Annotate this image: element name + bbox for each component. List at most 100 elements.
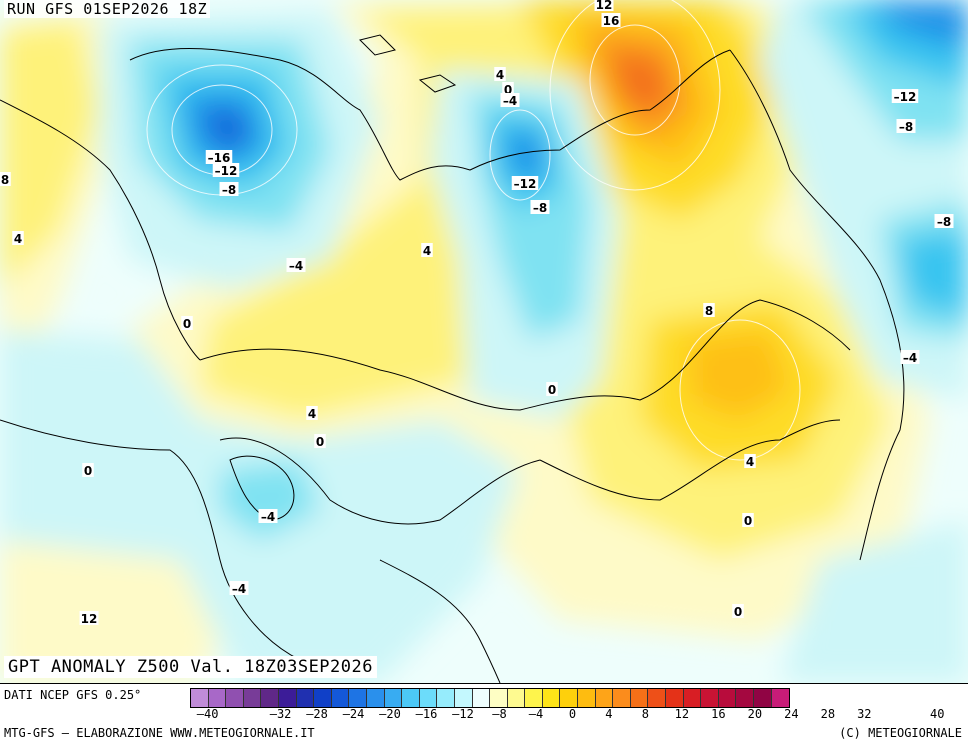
colorbar-cell: [507, 689, 526, 707]
colorbar-cell: [278, 689, 297, 707]
map-canvas: 121640–4–12–8–16–12–884–440400–4–4128400…: [0, 0, 968, 683]
contour-label: 12: [596, 0, 613, 12]
source-label: DATI NCEP GFS 0.25°: [4, 688, 142, 702]
anomaly-region-neg8-caspian: [220, 460, 320, 540]
colorbar-cell: [648, 689, 667, 707]
contour-label: –8: [533, 201, 547, 215]
contour-label-bg: [212, 163, 240, 177]
border-europe: [0, 99, 201, 361]
borders-layer: [0, 34, 905, 683]
colorbar-tick-label: 16: [711, 707, 726, 721]
contour-label-bg: [742, 513, 754, 527]
contour-label: –4: [232, 582, 246, 596]
contour-label: –16: [208, 151, 231, 165]
colorbar-cell: [454, 689, 473, 707]
contour-label: 0: [183, 317, 191, 331]
colorbar-cell: [437, 689, 455, 707]
colorbar-tick-label: 20: [747, 707, 763, 721]
contour-label: 0: [316, 435, 324, 449]
contour-label-bg: [934, 214, 954, 228]
contour-label: 0: [504, 83, 512, 97]
colorbar-cell: [331, 689, 350, 707]
credit-left: MTG-GFS – ELABORAZIONE WWW.METEOGIORNALE…: [4, 726, 315, 740]
contour-label-bg: [314, 434, 326, 448]
contour-label-bg: [703, 303, 715, 317]
colorbar-cell: [595, 689, 614, 707]
contour-label-bg: [205, 150, 233, 164]
isoline-ring: [679, 319, 801, 461]
colorbar-cell: [314, 689, 332, 707]
contour-label-bg: [229, 581, 249, 595]
colorbar-cell: [525, 689, 543, 707]
colorbar-tick-label: –32: [269, 707, 292, 721]
contour-label-bg: [306, 406, 318, 420]
colorbar-cell: [630, 689, 649, 707]
contour-label: –4: [503, 94, 517, 108]
anomaly-region-neg16-siberia: [505, 130, 545, 180]
border-china-mongolia: [539, 419, 841, 501]
contour-label: 4: [308, 407, 316, 421]
contour-label: 8: [705, 304, 713, 318]
colorbar-tick-label: –4: [528, 707, 544, 721]
contour-label: –8: [899, 120, 913, 134]
colorbar-cell: [771, 689, 790, 707]
run-title: RUN GFS 01SEP2026 18Z: [4, 0, 211, 18]
anomaly-region-pos4-sw: [0, 520, 240, 683]
colorbar-tick-label: –28: [306, 707, 328, 721]
contour-labels: 121640–4–12–8–16–12–884–440400–4–4128400…: [0, 0, 954, 626]
colorbar-cell: [472, 689, 491, 707]
colorbar-tick-label: –12: [452, 707, 474, 721]
contour-label: 12: [81, 612, 98, 626]
colorbar-tick-label: 28: [820, 707, 836, 721]
colorbar-cell: [718, 689, 737, 707]
contour-label-bg: [82, 463, 94, 477]
contour-label: 0: [734, 605, 742, 619]
colorbar-tick-label: –16: [415, 707, 438, 721]
colorbar-tick-label: 8: [641, 707, 650, 721]
contour-label: –8: [937, 215, 951, 229]
colorbar-cell: [419, 689, 438, 707]
anomaly-region-neg20-scandinavia: [205, 110, 248, 150]
colorbar-cell: [701, 689, 719, 707]
contour-label-bg: [0, 172, 11, 186]
isoline-ring: [549, 0, 721, 191]
coastline-caspian: [229, 455, 295, 521]
colorbar: [190, 688, 791, 708]
anomaly-region-pos8-west: [0, 20, 100, 290]
colorbar-cell: [226, 689, 244, 707]
contour-label-bg: [530, 200, 550, 214]
contour-label: –8: [222, 183, 236, 197]
colorbar-cell: [384, 689, 403, 707]
colorbar-tick-label: –24: [342, 707, 365, 721]
contour-label-bg: [79, 611, 99, 625]
colorbar-cell: [560, 689, 579, 707]
colorbar-tick-label: –8: [492, 707, 507, 721]
contour-label: 0: [548, 383, 556, 397]
isoline-ring: [489, 109, 551, 201]
colorbar-cell: [666, 689, 684, 707]
colorbar-tick-label: 0: [568, 707, 577, 721]
colorbar-cell: [736, 689, 754, 707]
border-russia-kazakhstan: [199, 299, 851, 411]
contour-label-bg: [219, 182, 239, 196]
colorbar-tick-label: 24: [784, 707, 799, 721]
contour-label-bg: [601, 13, 621, 27]
coastline-east: [729, 49, 905, 561]
credit-right: (C) METEOGIORNALE: [839, 726, 962, 740]
contour-label: 4: [423, 244, 431, 258]
contour-label: 0: [84, 464, 92, 478]
colorbar-cell: [366, 689, 385, 707]
contour-label: 4: [14, 232, 22, 246]
contour-label: 4: [746, 455, 754, 469]
colorbar-tick-label: –20: [379, 707, 401, 721]
colorbar-cell: [578, 689, 596, 707]
contour-label-bg: [546, 382, 558, 396]
border-middle-east: [0, 419, 301, 661]
colorbar-tick-label: 32: [857, 707, 872, 721]
contour-label: 0: [744, 514, 752, 528]
colorbar-tick-label: –40: [196, 707, 219, 721]
contour-label: –4: [289, 259, 303, 273]
contour-label: –4: [903, 351, 917, 365]
contour-label-bg: [286, 258, 306, 272]
border-india: [379, 559, 501, 683]
